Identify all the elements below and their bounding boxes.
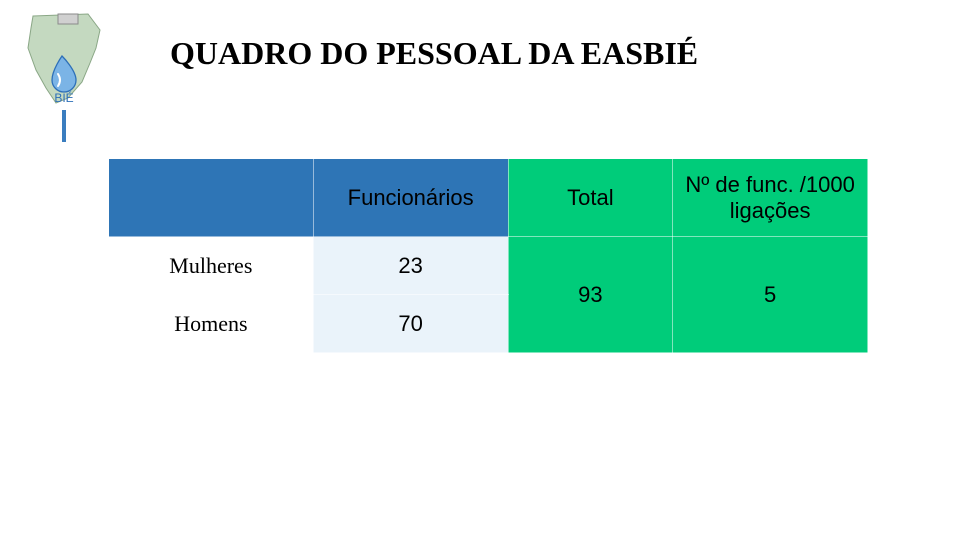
table-row: Mulheres 23 93 5 bbox=[109, 237, 868, 295]
header-funcionarios: Funcionários bbox=[313, 159, 508, 237]
row-value-homens: 70 bbox=[313, 295, 508, 353]
logo-label: BIÉ bbox=[54, 90, 73, 105]
personnel-table: Funcionários Total Nº de func. /1000 lig… bbox=[108, 158, 868, 353]
logo: BIÉ bbox=[18, 8, 108, 108]
total-value: 93 bbox=[508, 237, 673, 353]
header-n-func: Nº de func. /1000 ligações bbox=[673, 159, 868, 237]
ratio-value: 5 bbox=[673, 237, 868, 353]
header-blank bbox=[109, 159, 314, 237]
row-label-mulheres: Mulheres bbox=[109, 237, 314, 295]
row-label-homens: Homens bbox=[109, 295, 314, 353]
row-value-mulheres: 23 bbox=[313, 237, 508, 295]
logo-svg: BIÉ bbox=[18, 8, 108, 108]
page-title: QUADRO DO PESSOAL DA EASBIÉ bbox=[170, 35, 698, 72]
table-header-row: Funcionários Total Nº de func. /1000 lig… bbox=[109, 159, 868, 237]
header-total: Total bbox=[508, 159, 673, 237]
accent-bar bbox=[62, 110, 66, 142]
